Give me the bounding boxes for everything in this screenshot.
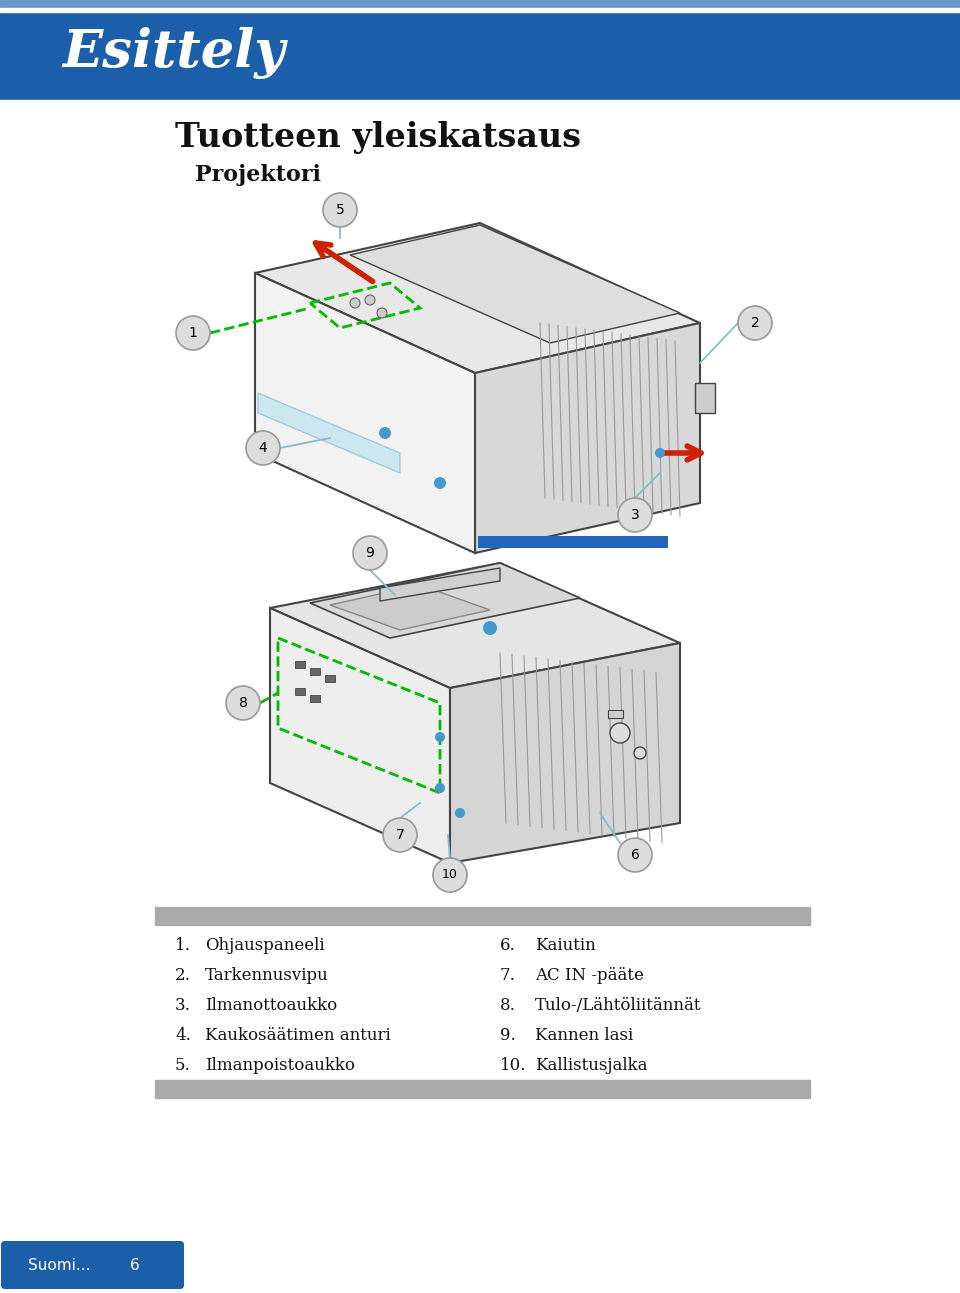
Text: Ilmanottoaukko: Ilmanottoaukko: [205, 997, 337, 1014]
Text: 10: 10: [442, 869, 458, 882]
Circle shape: [350, 297, 360, 308]
Text: 7.: 7.: [500, 966, 516, 984]
Circle shape: [377, 308, 387, 318]
Circle shape: [655, 447, 665, 458]
Circle shape: [435, 732, 445, 742]
Bar: [155, 1080, 810, 1098]
Polygon shape: [255, 222, 700, 372]
Text: 5.: 5.: [175, 1056, 191, 1073]
Text: 6.: 6.: [500, 936, 516, 953]
Text: 4.: 4.: [175, 1027, 191, 1043]
Text: Kaiutin: Kaiutin: [535, 936, 596, 953]
Text: 8.: 8.: [500, 997, 516, 1014]
Circle shape: [634, 747, 646, 759]
Text: 2: 2: [751, 315, 759, 330]
Text: 4: 4: [258, 441, 268, 455]
Polygon shape: [258, 393, 400, 473]
Circle shape: [435, 784, 445, 793]
Polygon shape: [450, 643, 680, 862]
Circle shape: [483, 621, 497, 635]
Bar: [295, 661, 305, 668]
FancyBboxPatch shape: [1, 1241, 184, 1289]
Circle shape: [323, 193, 357, 228]
Text: Tarkennusvipu: Tarkennusvipu: [205, 966, 328, 984]
Text: 5: 5: [336, 203, 345, 217]
Bar: [0, 12, 960, 100]
Text: 1: 1: [188, 326, 198, 340]
Circle shape: [738, 306, 772, 340]
Text: Ohjauspaneeli: Ohjauspaneeli: [205, 936, 324, 953]
Bar: [608, 710, 623, 718]
Text: Kaukosäätimen anturi: Kaukosäätimen anturi: [205, 1027, 391, 1043]
Text: 3: 3: [631, 508, 639, 522]
Text: Tuotteen yleiskatsaus: Tuotteen yleiskatsaus: [175, 122, 581, 154]
Bar: [0, 8, 960, 12]
Bar: [0, 0, 960, 6]
Circle shape: [618, 838, 652, 871]
Bar: [695, 383, 715, 412]
Text: 9.: 9.: [500, 1027, 516, 1043]
Bar: [310, 696, 320, 702]
Text: Projektori: Projektori: [195, 164, 321, 186]
Text: 2.: 2.: [175, 966, 191, 984]
Bar: [0, 100, 960, 103]
Circle shape: [353, 537, 387, 570]
Circle shape: [618, 498, 652, 531]
Polygon shape: [330, 584, 490, 630]
Polygon shape: [310, 562, 580, 637]
Text: Suomi...: Suomi...: [28, 1258, 90, 1272]
Polygon shape: [350, 225, 680, 343]
Text: 7: 7: [396, 828, 404, 842]
Text: 6: 6: [631, 848, 639, 862]
Text: 6: 6: [130, 1258, 140, 1272]
Bar: [295, 688, 305, 696]
Text: Ilmanpoistoaukko: Ilmanpoistoaukko: [205, 1056, 355, 1073]
Circle shape: [433, 859, 467, 892]
Circle shape: [365, 295, 375, 305]
Polygon shape: [380, 568, 500, 601]
Text: Kannen lasi: Kannen lasi: [535, 1027, 634, 1043]
Circle shape: [176, 315, 210, 350]
Circle shape: [610, 723, 630, 743]
Text: Esittely: Esittely: [62, 27, 285, 79]
Polygon shape: [270, 562, 680, 688]
Bar: [478, 537, 668, 548]
Text: AC IN -pääte: AC IN -pääte: [535, 966, 644, 984]
Bar: [155, 906, 810, 924]
Bar: [310, 668, 320, 675]
Circle shape: [434, 477, 446, 489]
Circle shape: [226, 687, 260, 720]
Text: 10.: 10.: [500, 1056, 526, 1073]
Circle shape: [383, 818, 417, 852]
Text: Kallistusjalka: Kallistusjalka: [535, 1056, 647, 1073]
Circle shape: [455, 808, 465, 818]
Polygon shape: [475, 323, 700, 553]
Text: Tulo-/Lähtöliitännät: Tulo-/Lähtöliitännät: [535, 997, 702, 1014]
Text: 1.: 1.: [175, 936, 191, 953]
Bar: [325, 675, 335, 681]
Polygon shape: [270, 608, 450, 862]
Polygon shape: [255, 273, 475, 553]
Text: 8: 8: [239, 696, 248, 710]
Text: 9: 9: [366, 546, 374, 560]
Circle shape: [246, 431, 280, 465]
Text: 3.: 3.: [175, 997, 191, 1014]
Circle shape: [379, 427, 391, 440]
